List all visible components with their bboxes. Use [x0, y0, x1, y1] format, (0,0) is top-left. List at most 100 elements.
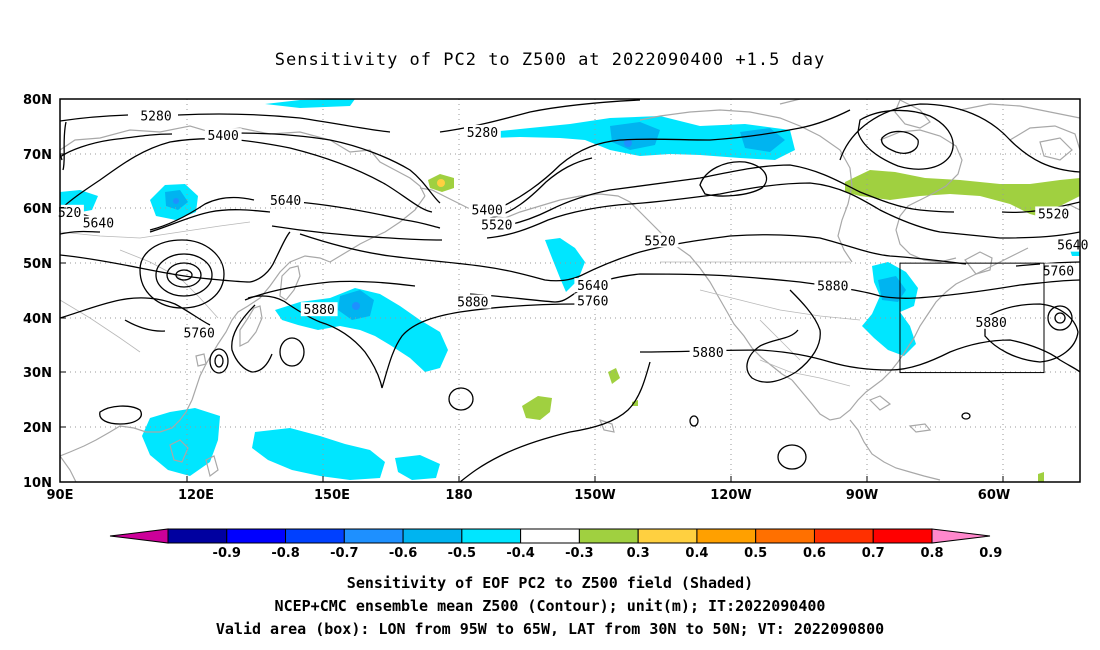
contour-line [231, 295, 581, 389]
shade-core [878, 276, 906, 302]
contour-label: 5880 [304, 303, 335, 318]
coastline [239, 305, 263, 347]
lon-label: 150E [314, 488, 350, 503]
colorbar-label: 0.3 [627, 546, 650, 561]
colorbar-swatch [167, 528, 228, 544]
colorbar-swatch [696, 528, 757, 544]
contour-label-bg [468, 202, 506, 217]
shade-core [610, 122, 660, 150]
contour-label-bg [464, 124, 501, 139]
coastline [169, 439, 189, 463]
longitude-axis: 90E 120E 150E 180 150W 120W 90W 60W [47, 488, 1011, 503]
colorbar-label: 0.8 [920, 546, 943, 561]
colorbar-swatch [285, 528, 345, 544]
contour-label: 5760 [577, 294, 608, 309]
contour-line [175, 269, 193, 281]
colorbar-swatch [343, 528, 404, 544]
colorbar-label: -0.3 [565, 546, 593, 561]
coastline [279, 265, 301, 301]
coastline [894, 99, 931, 129]
contour-label-bg [478, 217, 516, 232]
contour-label-bg [641, 233, 679, 248]
contour-label: 5280 [467, 126, 498, 141]
contour-label: 5280 [140, 110, 171, 125]
colorbar-label: -0.5 [448, 546, 476, 561]
colorbar-swatch [813, 528, 874, 544]
shade-region [1038, 472, 1044, 482]
shade-region [142, 408, 220, 476]
latitude-axis: 80N 70N 60N 50N 40N 30N 20N 10N [23, 93, 52, 491]
colorbar-swatch [755, 528, 815, 544]
contour-label-bg [1040, 263, 1077, 278]
colorbar-label: 0.9 [979, 546, 1002, 561]
shade-region [395, 455, 440, 480]
contour-label: 5880 [817, 280, 848, 295]
colorbar-swatch [578, 528, 639, 544]
contour-line [1054, 312, 1066, 324]
colorbar-label: -0.4 [506, 546, 534, 561]
border [60, 299, 141, 353]
contour-line [1047, 305, 1073, 331]
coastline [908, 423, 932, 433]
lat-label: 20N [23, 421, 52, 436]
map-title: Sensitivity of PC2 to Z500 at 2022090400… [274, 50, 826, 70]
z500-contours [60, 99, 1080, 482]
colorbar-max-triangle [931, 528, 991, 544]
contour-label: 5640 [270, 194, 301, 209]
coastline [959, 103, 1080, 119]
shade-region [265, 99, 355, 108]
contour-line [60, 273, 1080, 332]
colorbar-label: 0.4 [685, 546, 708, 561]
coastline [60, 125, 426, 197]
contour-line [139, 239, 225, 309]
colorbar-swatch [226, 528, 287, 544]
lon-label: 120W [710, 488, 751, 503]
coastline [879, 129, 963, 263]
coastline [195, 353, 207, 367]
contour-line [60, 109, 851, 213]
colorbar-min-triangle [109, 528, 169, 544]
caption-line-3: Valid area (box): LON from 95W to 65W, L… [215, 620, 885, 638]
contour-line [60, 182, 1080, 241]
lon-label: 60W [978, 488, 1010, 503]
coastline [1009, 125, 1080, 151]
coastline [60, 455, 77, 482]
colorbar-swatch [637, 528, 698, 544]
colorbar-swatch [461, 528, 522, 544]
lat-label: 70N [23, 148, 52, 163]
lat-label: 40N [23, 312, 52, 327]
coastline [964, 251, 993, 275]
contour-label-bg [574, 278, 612, 293]
colorbar-label: 0.7 [862, 546, 885, 561]
lat-label: 60N [23, 202, 52, 217]
contour-label: 5400 [208, 129, 239, 144]
contour-line [839, 103, 1080, 173]
contour-label-bg [267, 192, 304, 207]
coastlines [60, 99, 1080, 482]
colorbar-label: -0.6 [389, 546, 417, 561]
border [60, 221, 251, 239]
lat-label: 10N [23, 476, 52, 491]
lon-label: 90W [846, 488, 878, 503]
border [699, 289, 861, 321]
shade-core [624, 139, 632, 147]
shade-core [740, 128, 785, 152]
contour-line [689, 415, 699, 427]
contour-line [279, 337, 305, 367]
shade-core [352, 302, 360, 310]
contour-line [984, 303, 1079, 363]
colorbar-label: -0.8 [271, 546, 299, 561]
contour-label: 5880 [692, 346, 723, 361]
plot-frame [59, 98, 1081, 483]
contour-label-bg [814, 278, 852, 293]
shade-region [845, 170, 1080, 218]
contour-label-bg [1054, 237, 1092, 252]
coastline [1039, 137, 1073, 161]
colorbar-swatch [402, 528, 463, 544]
shade-core [173, 198, 179, 204]
colorbar-swatch [872, 528, 933, 544]
border [759, 359, 851, 387]
contour-label: 5760 [184, 327, 215, 342]
tick-marks [60, 98, 1004, 483]
